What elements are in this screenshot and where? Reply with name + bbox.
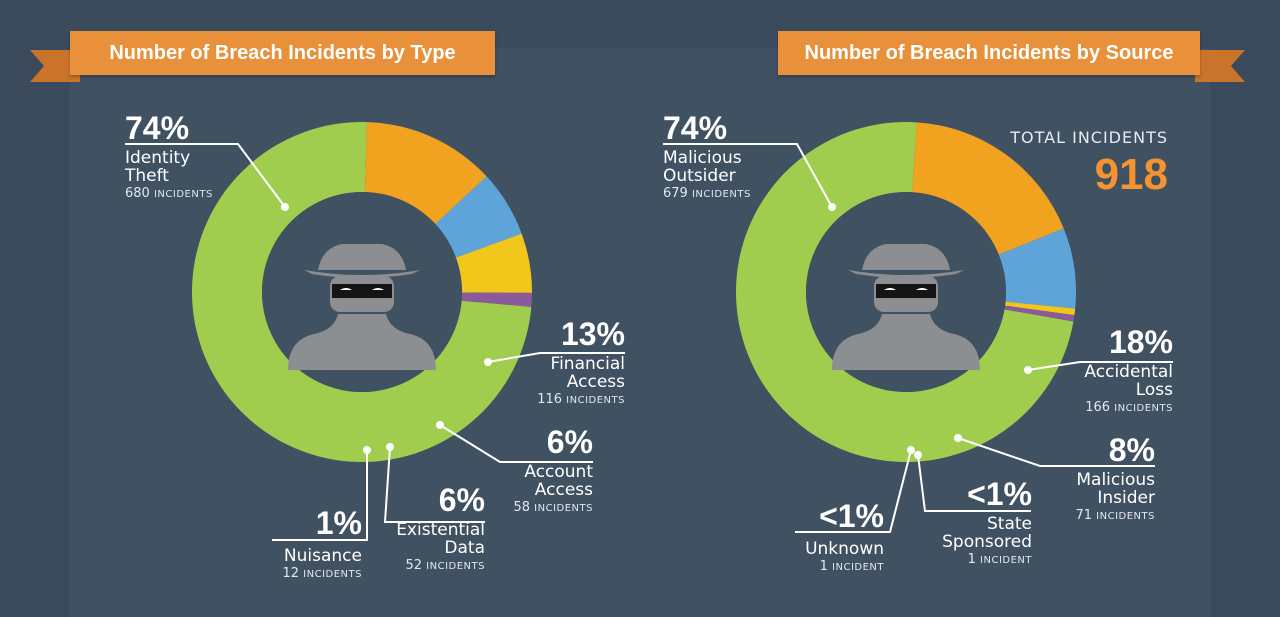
count-label: 52 INCIDENTS (405, 558, 485, 573)
leader-dot (954, 434, 962, 442)
label-account-access: 6% Account Access 58 INCIDENTS (450, 426, 593, 514)
percent-label: 18% (1108, 324, 1173, 360)
label-malicious-outsider: 74% Malicious Outsider 679 INCIDENTS (663, 112, 763, 200)
total-incidents-label: TOTAL INCIDENTS (1010, 128, 1168, 147)
percent-label: 13% (560, 316, 625, 352)
slice-malicious-insider (998, 228, 1076, 309)
series-name: Existential Data (396, 520, 485, 558)
percent-label: <1% (967, 476, 1032, 512)
leader-line (917, 454, 1031, 512)
label-existential-data: 6% Existential Data 52 INCIDENTS (370, 484, 485, 572)
percent-label: 1% (315, 505, 362, 541)
leader-dot (484, 358, 492, 366)
slice-account-access (435, 176, 522, 258)
count-label: 1 INCIDENT (967, 552, 1032, 567)
count-label: 116 INCIDENTS (537, 392, 625, 407)
slice-accidental-loss (912, 122, 1064, 255)
right-chart-title: Number of Breach Incidents by Source (778, 31, 1200, 75)
spy-icon (288, 244, 436, 370)
label-unknown: <1% Unknown 1 INCIDENT (780, 500, 884, 573)
leader-line (272, 450, 368, 541)
series-name: State Sponsored (942, 514, 1032, 552)
leader-dot (363, 446, 371, 454)
leader-line (795, 449, 912, 533)
leader-line (383, 446, 485, 523)
slice-financial-access (364, 122, 487, 225)
series-name: Unknown (805, 539, 884, 559)
slice-unknown (1004, 305, 1075, 322)
count-label: 166 INCIDENTS (1085, 400, 1173, 415)
label-accidental-loss: 18% Accidental Loss 166 INCIDENTS (1040, 326, 1173, 414)
count-label: 679 INCIDENTS (663, 186, 751, 201)
leader-dot (907, 446, 915, 454)
leader-dot (436, 421, 444, 429)
series-name: Account Access (524, 462, 593, 500)
percent-label: 74% (663, 110, 728, 146)
percent-label: 6% (438, 482, 485, 518)
percent-label: 6% (546, 424, 593, 460)
leader-dot (281, 203, 289, 211)
slice-state-sponsored (1005, 301, 1076, 316)
leader-line (663, 143, 833, 208)
total-incidents-value: 918 (1094, 150, 1168, 199)
leader-line (1027, 361, 1173, 371)
series-name: Malicious Insider (1076, 470, 1155, 508)
label-state-sponsored: <1% State Sponsored 1 INCIDENT (920, 478, 1032, 566)
slice-identity-theft (191, 122, 532, 463)
leader-dot (828, 203, 836, 211)
series-name: Nuisance (283, 546, 362, 566)
series-name: Financial Access (550, 354, 625, 392)
count-label: 1 INCIDENT (819, 559, 884, 574)
label-malicious-insider: 8% Malicious Insider 71 INCIDENTS (1030, 434, 1155, 522)
spy-icon (832, 244, 980, 370)
count-label: 71 INCIDENTS (1075, 508, 1155, 523)
count-label: 58 INCIDENTS (513, 500, 593, 515)
percent-label: 8% (1108, 432, 1155, 468)
label-financial-access: 13% Financial Access 116 INCIDENTS (470, 318, 625, 406)
slice-existential-data (455, 233, 532, 293)
slice-nuisance (461, 292, 532, 307)
leader-dot (386, 443, 394, 451)
slice-malicious-outsider (736, 121, 1074, 463)
series-name: Identity Theft (125, 148, 191, 186)
leader-line (439, 424, 593, 463)
percent-label: 74% (125, 110, 190, 146)
series-name: Malicious Outsider (663, 148, 742, 186)
left-chart-title: Number of Breach Incidents by Type (70, 31, 495, 75)
percent-label: <1% (819, 498, 884, 534)
leader-dot (914, 451, 922, 459)
leader-lines (125, 143, 1173, 541)
label-nuisance: 1% Nuisance 12 INCIDENTS (250, 507, 362, 580)
label-identity-theft: 74% Identity Theft 680 INCIDENTS (125, 112, 215, 200)
count-label: 12 INCIDENTS (282, 566, 362, 581)
leader-line (957, 437, 1155, 467)
leader-line (487, 352, 625, 363)
leader-dot (1024, 366, 1032, 374)
series-name: Accidental Loss (1084, 362, 1173, 400)
leader-line (125, 143, 286, 208)
count-label: 680 INCIDENTS (125, 186, 213, 201)
